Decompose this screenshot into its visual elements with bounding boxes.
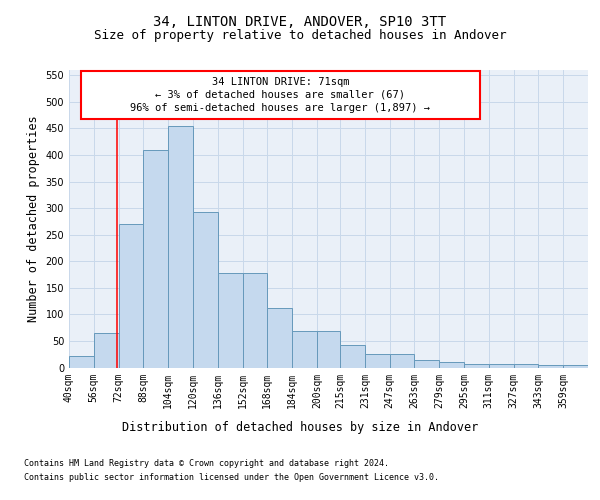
Bar [69,356,94,368]
Bar [439,362,464,368]
Bar [317,332,340,368]
FancyBboxPatch shape [82,71,479,119]
Bar [563,366,588,368]
Bar [340,344,365,368]
Bar [119,224,143,368]
Bar [193,212,218,368]
Text: 34 LINTON DRIVE: 71sqm: 34 LINTON DRIVE: 71sqm [212,76,349,86]
Bar [415,360,439,368]
Bar [389,354,415,368]
Bar [365,354,389,368]
Bar [268,308,292,368]
Bar [489,364,514,368]
Text: 34, LINTON DRIVE, ANDOVER, SP10 3TT: 34, LINTON DRIVE, ANDOVER, SP10 3TT [154,14,446,28]
Y-axis label: Number of detached properties: Number of detached properties [27,116,40,322]
Bar [538,366,563,368]
Bar [143,150,168,368]
Bar [242,273,268,368]
Text: ← 3% of detached houses are smaller (67): ← 3% of detached houses are smaller (67) [155,90,406,100]
Bar [514,364,538,368]
Text: Contains HM Land Registry data © Crown copyright and database right 2024.: Contains HM Land Registry data © Crown c… [24,460,389,468]
Bar [218,273,242,368]
Bar [94,333,119,368]
Bar [292,332,317,368]
Bar [168,126,193,368]
Text: Size of property relative to detached houses in Andover: Size of property relative to detached ho… [94,30,506,43]
Text: Distribution of detached houses by size in Andover: Distribution of detached houses by size … [122,421,478,434]
Bar [464,364,489,368]
Text: 96% of semi-detached houses are larger (1,897) →: 96% of semi-detached houses are larger (… [130,104,430,114]
Text: Contains public sector information licensed under the Open Government Licence v3: Contains public sector information licen… [24,474,439,482]
